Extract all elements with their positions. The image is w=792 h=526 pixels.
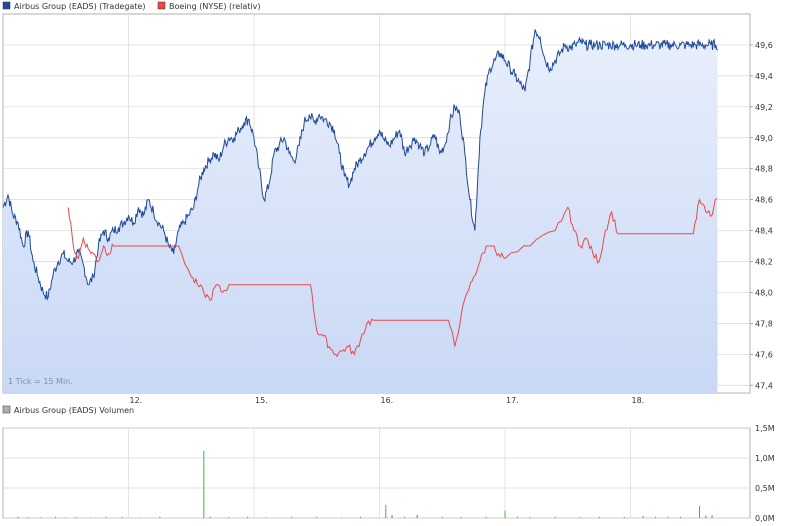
price-y-tick-label: 47,8	[755, 319, 773, 328]
price-y-tick-label: 48,2	[755, 258, 773, 267]
price-y-tick-label: 47,4	[755, 381, 773, 390]
price-y-tick-label: 47,6	[755, 350, 773, 359]
airbus-legend-label: Airbus Group (EADS) (Tradegate)	[14, 2, 145, 11]
price-x-tick-label: 18.	[632, 396, 645, 405]
volume-grid	[3, 427, 750, 519]
airbus-legend-swatch	[2, 1, 11, 10]
price-y-tick-label: 48,6	[755, 196, 773, 205]
airbus-line	[2, 29, 718, 302]
price-y-tick-label: 49,2	[755, 103, 773, 112]
volume-y-tick-label: 0,5M	[755, 484, 775, 493]
price-x-tick-label: 16.	[381, 396, 394, 405]
volume-panel-frame	[2, 427, 751, 519]
price-y-tick-label: 48,4	[755, 227, 773, 236]
price-y-axis: 47,4 47,6 47,8 48,0 48,2 48,4 48,6 48,8 49,0 49,2…	[755, 41, 773, 390]
price-panel: 47,4 47,6 47,8 48,0 48,2 48,4 48,6 48,8 49,0 49,2…	[2, 13, 773, 405]
volume-y-tick-label: 0,0M	[755, 514, 775, 523]
airbus-area	[3, 29, 718, 393]
price-x-tick-label: 15.	[255, 396, 268, 405]
price-x-tick-label: 17.	[506, 396, 519, 405]
volume-legend: Airbus Group (EADS) Volumen	[2, 405, 134, 415]
boeing-legend-swatch	[157, 1, 166, 10]
price-y-tick-label: 49,6	[755, 41, 773, 50]
price-x-axis: 12. 15. 16. 17. 18.	[130, 396, 645, 405]
price-y-tick-label: 48,8	[755, 165, 773, 174]
volume-y-tick-label: 1,0M	[755, 454, 775, 463]
volume-panel: 0,0M 0,5M 1,0M 1,5M	[2, 424, 775, 523]
volume-bars	[17, 450, 713, 518]
price-y-tick-label: 48,0	[755, 288, 773, 297]
volume-y-axis: 0,0M 0,5M 1,0M 1,5M	[755, 424, 775, 523]
volume-legend-swatch	[2, 405, 11, 414]
price-y-tick-label: 49,0	[755, 134, 773, 143]
volume-legend-label: Airbus Group (EADS) Volumen	[14, 406, 134, 415]
boeing-legend-label: Boeing (NYSE) (relativ)	[169, 2, 261, 11]
price-legend: Airbus Group (EADS) (Tradegate) Boeing (…	[2, 1, 261, 11]
price-x-tick-label: 12.	[130, 396, 143, 405]
volume-y-tick-label: 1,5M	[755, 424, 775, 433]
price-y-tick-label: 49,4	[755, 72, 773, 81]
tick-interval-note: 1 Tick = 15 Min.	[8, 377, 73, 386]
boeing-line	[67, 197, 718, 358]
